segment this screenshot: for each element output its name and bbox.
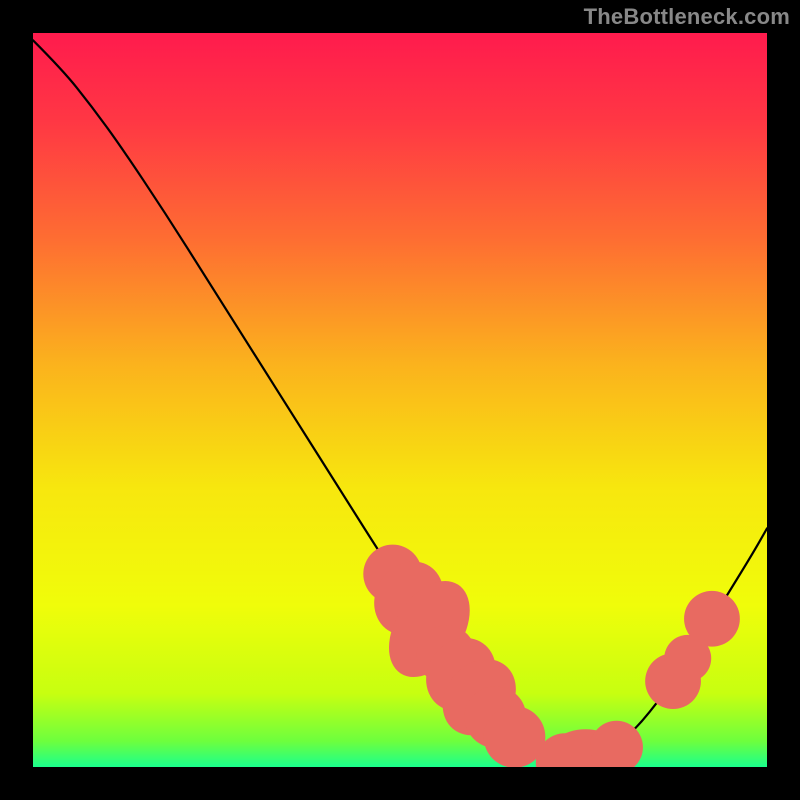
plot-area [33,33,767,767]
chart-frame: TheBottleneck.com [0,0,800,800]
data-marker [484,706,546,767]
data-marker [684,591,740,647]
bottleneck-curve-chart [33,33,767,767]
watermark-label: TheBottleneck.com [584,4,790,30]
